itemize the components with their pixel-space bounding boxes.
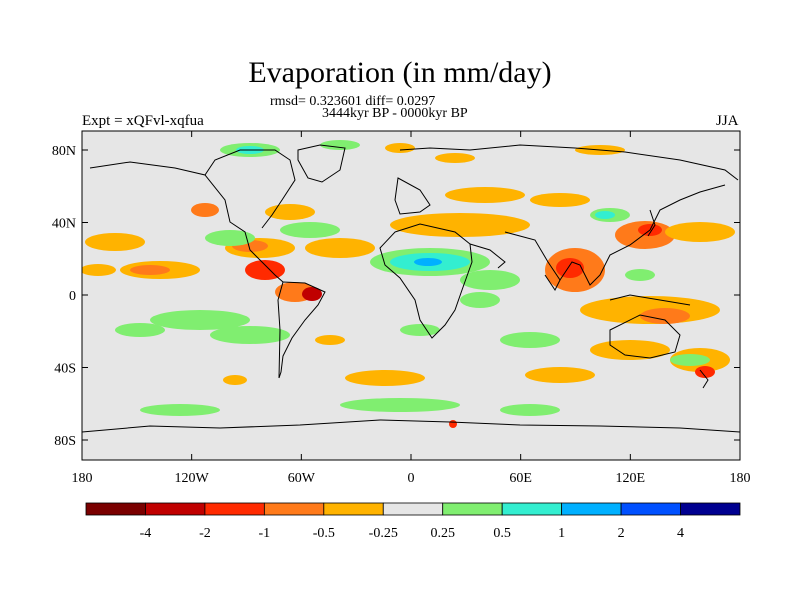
colorbar-label: 4 [677,526,684,541]
lon-tick-label: 60W [288,471,316,486]
lat-tick-label: 40N [52,217,76,232]
colorbar-label: 0.25 [430,526,455,541]
colorbar: -4 -2 -1 -0.5 -0.25 0.25 0.5 1 2 4 [85,502,741,541]
longitude-axis: 180 120W 60W 0 60E 120E 180 [72,131,751,486]
season-label: JJA [716,113,739,129]
lon-tick-label: 0 [408,471,415,486]
colorbar-label: -1 [259,526,271,541]
colorbar-swatch [145,502,206,516]
lat-tick-label: 0 [69,289,76,304]
colorbar-swatch [85,502,146,516]
lat-tick-label: 80N [52,144,76,159]
colorbar-label: -0.25 [369,526,398,541]
period-text: 3444kyr BP - 0000kyr BP [322,106,468,121]
lon-tick-label: 60E [509,471,532,486]
colorbar-swatch [501,502,563,516]
latitude-axis: 80N 40N 0 40S 80S [52,144,740,449]
colorbar-swatch [204,502,265,516]
colorbar-label: 2 [618,526,625,541]
lon-tick-label: 180 [730,471,751,486]
lat-tick-label: 80S [54,434,76,449]
experiment-label: Expt = xQFvl-xqfua [82,113,204,129]
lat-tick-label: 40S [54,362,76,377]
coastlines [82,144,740,433]
lon-tick-label: 180 [72,471,93,486]
lon-tick-label: 120W [175,471,210,486]
rmsd-diff-text: rmsd= 0.323601 diff= 0.0297 [270,94,436,109]
colorbar-swatch [263,502,325,516]
colorbar-swatch [561,502,622,516]
colorbar-swatch [442,502,503,516]
colorbar-swatch [382,502,444,516]
colorbar-label: -2 [199,526,211,541]
map-title: Evaporation (in mm/day) [248,56,552,89]
colorbar-label: -4 [140,526,152,541]
colorbar-label: -0.5 [313,526,335,541]
colorbar-label: 1 [558,526,565,541]
colorbar-label: 0.5 [493,526,511,541]
colorbar-swatch [620,502,681,516]
colorbar-swatch [680,502,741,516]
colorbar-swatch [323,502,384,516]
lon-tick-label: 120E [616,471,646,486]
